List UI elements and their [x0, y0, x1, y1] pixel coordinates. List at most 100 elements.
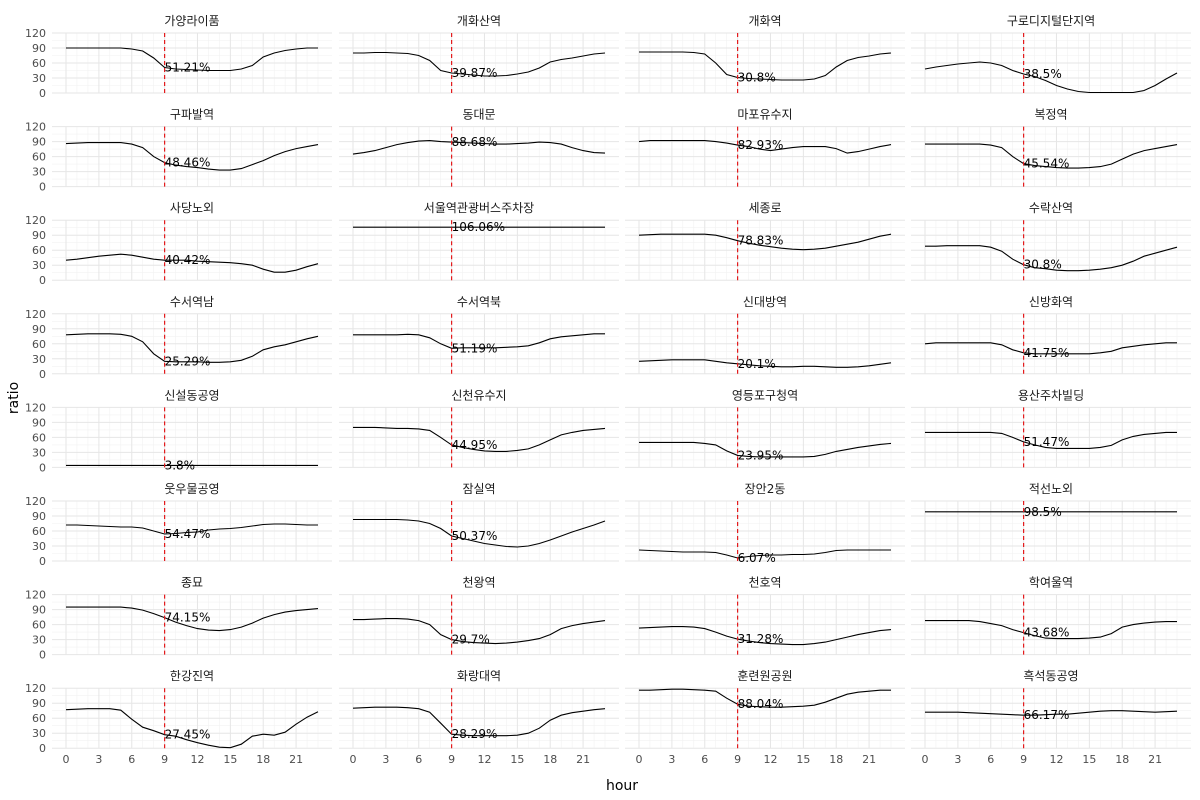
- y-tick-label: 60: [32, 57, 46, 70]
- series-line: [925, 431, 1177, 449]
- x-tick-label: 3: [954, 753, 961, 766]
- x-tick-label: 0: [63, 753, 70, 766]
- series-line: [66, 606, 319, 632]
- facet-title: 개화역: [748, 14, 781, 28]
- facet-title: 복정역: [1034, 108, 1067, 122]
- y-tick-label: 30: [32, 166, 46, 179]
- reference-annotation: 44.95%: [452, 438, 498, 452]
- facet-title: 웃우물공영: [164, 482, 219, 496]
- y-tick-label: 120: [25, 27, 46, 40]
- facet-title: 신방화역: [1029, 295, 1073, 309]
- facet-panel: 한강진역 0 30 60 90 120 0 3 6 9 12 15 18 21 27.45%: [25, 669, 332, 766]
- series-line: [639, 51, 892, 81]
- reference-annotation: 88.04%: [738, 697, 784, 711]
- facet-title: 서울역관광버스주차장: [424, 201, 534, 215]
- y-tick-label: 60: [32, 431, 46, 444]
- y-tick-label: 30: [32, 353, 46, 366]
- y-tick-label: 90: [32, 416, 46, 429]
- facet-title: 화랑대역: [457, 669, 501, 683]
- y-tick-label: 60: [32, 619, 46, 632]
- x-axis-title: hour: [606, 778, 638, 794]
- series-line: [924, 342, 1177, 355]
- facet-panel: 서울역관광버스주차장 106.06%: [339, 201, 619, 281]
- series-line: [924, 61, 1178, 94]
- facet-title: 수서역북: [457, 295, 501, 309]
- facet-title: 신대방역: [743, 295, 787, 309]
- series-line: [925, 620, 1177, 640]
- y-tick-label: 60: [32, 712, 46, 725]
- y-tick-label: 0: [39, 181, 46, 194]
- reference-annotation: 3.8%: [165, 458, 196, 472]
- series-line: [639, 441, 892, 458]
- facet-title: 흑석동공영: [1023, 669, 1078, 683]
- x-tick-label: 15: [223, 753, 237, 766]
- reference-annotation: 66.17%: [1024, 708, 1070, 722]
- reference-annotation: 6.07%: [738, 551, 776, 565]
- facet-title: 구파발역: [170, 108, 214, 122]
- series-line: [638, 626, 892, 646]
- y-tick-label: 120: [25, 682, 46, 695]
- x-tick-label: 9: [734, 753, 741, 766]
- y-tick-label: 30: [32, 540, 46, 553]
- facet-title: 학여울역: [1029, 576, 1073, 590]
- y-tick-label: 0: [39, 274, 46, 287]
- series-line: [925, 710, 1178, 716]
- y-tick-label: 120: [25, 401, 46, 414]
- facet-panel: 적선노외 98.5%: [911, 482, 1191, 562]
- series-line: [638, 233, 892, 251]
- y-tick-label: 60: [32, 338, 46, 351]
- facet-panel: 훈련원공원 0 3 6 9 12 15 18 21 88.04%: [625, 669, 905, 766]
- x-tick-label: 3: [382, 753, 389, 766]
- facet-title: 한강진역: [170, 669, 214, 683]
- series-line: [638, 549, 891, 559]
- facet-title: 마포유수지: [737, 108, 792, 122]
- facet-panel: 수서역북 51.19%: [339, 295, 619, 375]
- y-tick-label: 60: [32, 525, 46, 538]
- reference-annotation: 50.37%: [452, 529, 498, 543]
- reference-annotation: 51.47%: [1024, 435, 1070, 449]
- facet-panel: 개화역 30.8%: [625, 14, 905, 94]
- x-tick-label: 12: [477, 753, 491, 766]
- y-tick-label: 120: [25, 121, 46, 134]
- facet-panel: 가양라이품 0 30 60 90 120 51.21%: [25, 14, 332, 100]
- y-tick-label: 0: [39, 87, 46, 100]
- facet-title: 훈련원공원: [737, 669, 792, 683]
- series-line: [352, 706, 606, 737]
- x-tick-label: 9: [1020, 753, 1027, 766]
- reference-annotation: 98.5%: [1024, 505, 1062, 519]
- x-tick-label: 12: [1049, 753, 1063, 766]
- x-tick-label: 0: [350, 753, 357, 766]
- y-tick-label: 60: [32, 244, 46, 257]
- facet-title: 구로디지털단지역: [1007, 14, 1095, 28]
- facet-title: 개화산역: [457, 14, 501, 28]
- series-line: [65, 253, 319, 273]
- facet-title: 천호역: [748, 575, 781, 590]
- series-line: [353, 51, 606, 77]
- facet-panel: 신천유수지 44.95%: [339, 387, 619, 468]
- facet-panel: 수서역남 0 30 60 90 120 25.29%: [25, 295, 332, 381]
- y-tick-label: 60: [32, 151, 46, 164]
- facet-title: 용산주차빌딩: [1018, 388, 1084, 402]
- reference-annotation: 51.19%: [452, 341, 498, 355]
- series-line: [65, 142, 319, 171]
- facet-panel: 장안2동 6.07%: [625, 482, 905, 565]
- x-tick-label: 15: [796, 753, 810, 766]
- panel-grid: 가양라이품030609012051.21%개화산역39.87%개화역30.8%구…: [25, 14, 1191, 766]
- x-tick-label: 15: [510, 753, 524, 766]
- y-tick-label: 90: [32, 323, 46, 336]
- y-tick-label: 30: [32, 634, 46, 647]
- reference-annotation: 88.68%: [452, 135, 498, 149]
- facet-panel: 사당노외 0 30 60 90 120 40.42%: [25, 201, 332, 287]
- x-tick-label: 0: [922, 753, 929, 766]
- x-tick-label: 21: [1148, 753, 1162, 766]
- reference-annotation: 54.47%: [165, 527, 211, 541]
- reference-annotation: 51.21%: [165, 61, 211, 75]
- x-tick-label: 12: [190, 753, 204, 766]
- facet-panel: 마포유수지 82.93%: [625, 108, 905, 188]
- x-tick-label: 12: [763, 753, 777, 766]
- y-tick-label: 90: [32, 136, 46, 149]
- y-axis-title: ratio: [6, 382, 22, 414]
- y-tick-label: 0: [39, 555, 46, 568]
- x-tick-label: 3: [668, 753, 675, 766]
